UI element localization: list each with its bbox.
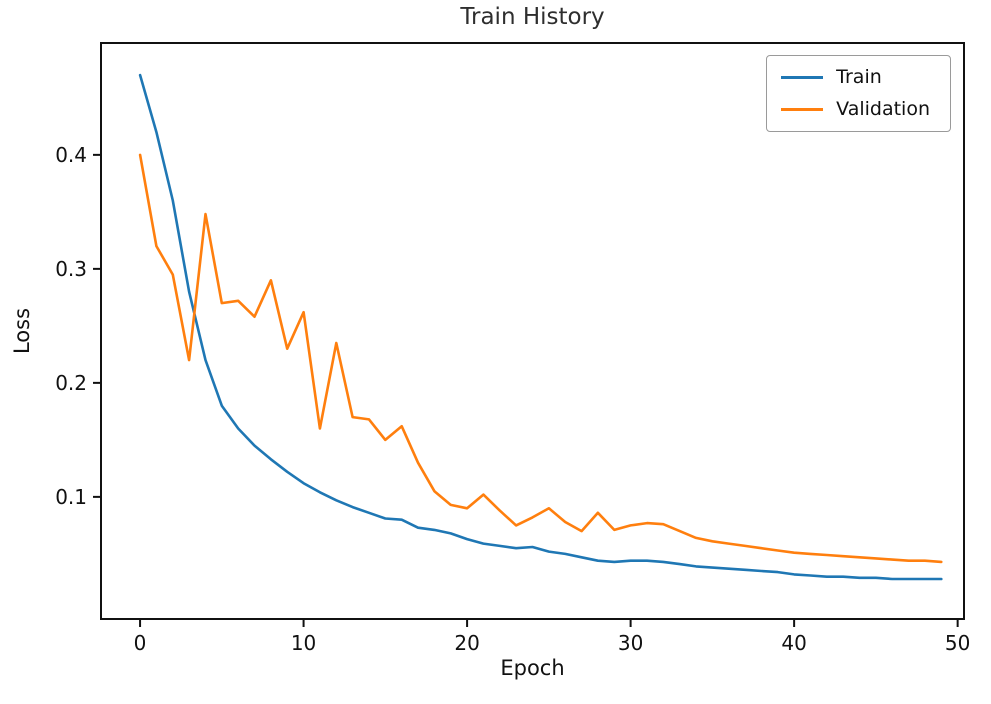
train-line-swatch — [781, 76, 824, 79]
x-tick-label: 30 — [617, 631, 644, 655]
y-tick-label: 0.4 — [55, 142, 87, 167]
legend-label-validation: Validation — [836, 98, 930, 120]
legend-label-train: Train — [836, 66, 882, 88]
y-tick-label: 0.3 — [55, 256, 87, 281]
x-tick-label: 50 — [944, 631, 971, 655]
plot-canvas — [93, 42, 965, 627]
legend-item-validation: Validation — [781, 100, 930, 119]
chart-title: Train History — [460, 4, 605, 30]
axes-frame — [100, 42, 965, 620]
plot-area: Train Validation 0 10 20 30 40 50 0.1 0.2 0.3 0.4 — [55, 42, 970, 655]
y-tick-label: 0.2 — [55, 370, 87, 395]
x-tick-label: 20 — [454, 631, 480, 655]
x-tick-label: 0 — [133, 631, 147, 655]
legend-item-train: Train — [781, 68, 930, 87]
series-line-train — [138, 73, 943, 581]
x-tick-label: 40 — [781, 631, 807, 655]
x-tick-label: 10 — [290, 631, 317, 655]
validation-line-swatch — [781, 108, 824, 111]
x-axis-label: Epoch — [500, 656, 565, 680]
series-line-validation — [138, 153, 943, 564]
y-axis-label: Loss — [10, 307, 34, 355]
legend: Train Validation — [766, 55, 951, 132]
y-tick-label: 0.1 — [55, 484, 87, 509]
